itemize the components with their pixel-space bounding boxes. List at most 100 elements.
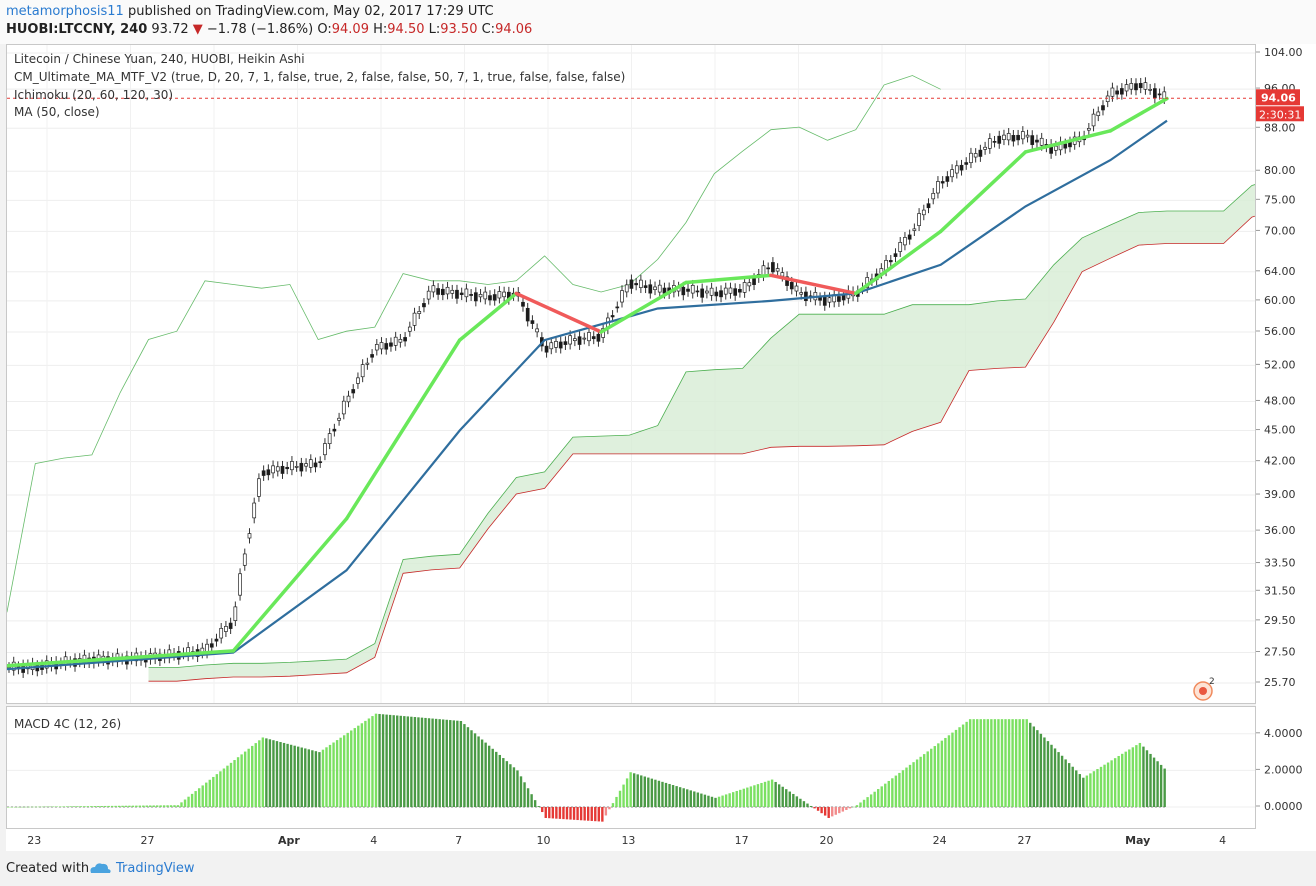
candle-body-230: [1091, 113, 1096, 127]
macd-bar-281: [997, 719, 1000, 807]
candle-body-87: [417, 311, 422, 314]
legend-study-ichimoku[interactable]: Ichimoku (20, 60, 120, 30): [14, 88, 174, 102]
price-tick-label-18: 27.50: [1264, 645, 1296, 658]
candle-body-61: [294, 466, 299, 468]
macd-bar-59: [212, 776, 215, 807]
candle-body-67: [323, 443, 327, 456]
candle-body-79: [379, 342, 384, 350]
macd-bar-218: [774, 781, 777, 807]
macd-bar-160: [569, 807, 572, 820]
macd-bar-27: [100, 805, 103, 807]
macd-bar-78: [279, 742, 282, 807]
candle-body-62: [299, 462, 304, 472]
macd-bar-55: [197, 788, 201, 807]
candle-body-207: [983, 146, 987, 150]
macd-bar-290: [1029, 722, 1032, 807]
macd-bar-325: [1152, 757, 1156, 807]
candle-body-240: [1138, 82, 1143, 89]
macd-bar-134: [477, 736, 480, 807]
macd-bar-68: [243, 751, 247, 807]
candle-body-76: [365, 362, 370, 365]
tradingview-cloud-icon[interactable]: [88, 859, 112, 881]
candle-body-150: [714, 291, 719, 297]
close-label: C:: [481, 22, 496, 37]
macd-bar-168: [597, 807, 601, 822]
ma-mtf-segment-10: [1023, 129, 1113, 154]
macd-bar-17: [65, 806, 69, 807]
candle-body-50: [242, 553, 247, 566]
macd-bar-142: [505, 761, 509, 807]
symbol-label[interactable]: HUOBI:LTCCNY, 240: [6, 22, 148, 37]
macd-bar-115: [410, 716, 413, 807]
macd-bar-171: [608, 807, 611, 810]
candle-body-86: [412, 312, 417, 326]
macd-bar-270: [958, 727, 961, 807]
price-pane[interactable]: [0, 44, 1309, 704]
tradingview-brand-link[interactable]: TradingView: [116, 861, 195, 876]
macd-bar-83: [297, 746, 300, 807]
candle-body-111: [530, 320, 535, 324]
candle-body-211: [1002, 134, 1006, 140]
macd-bar-60: [215, 774, 219, 807]
macd-bar-177: [629, 772, 632, 807]
candle-body-78: [374, 344, 379, 351]
macd-bar-197: [700, 793, 703, 807]
macd-bar-179: [636, 774, 639, 807]
macd-bar-279: [990, 719, 993, 807]
candle-body-200: [950, 169, 954, 178]
macd-bar-241: [855, 805, 859, 807]
candle-body-236: [1119, 88, 1124, 95]
macd-bar-159: [565, 807, 569, 820]
macd-pane[interactable]: [6, 706, 1256, 829]
macd-bar-327: [1159, 764, 1163, 807]
alert-icon-svg: [1193, 681, 1213, 701]
macd-bar-200: [710, 796, 714, 807]
time-tick-label-0: 23: [27, 834, 41, 847]
candle-body-45: [219, 627, 224, 639]
macd-bar-219: [777, 784, 781, 807]
macd-bar-172: [611, 803, 615, 807]
macd-bar-261: [926, 751, 929, 807]
macd-bar-307: [1089, 773, 1092, 807]
candle-body-55: [266, 469, 271, 476]
macd-bar-129: [459, 720, 463, 807]
time-axis[interactable]: 23 27 Apr 4 7 10 13 17 20 24 27 May 4: [6, 829, 1316, 851]
legend-study-ma-mtf[interactable]: CM_Ultimate_MA_MTF_V2 (true, D, 20, 7, 1…: [14, 70, 626, 84]
candle-body-212: [1006, 133, 1011, 141]
macd-bar-223: [792, 793, 795, 807]
macd-bar-182: [647, 777, 650, 807]
publish-line: metamorphosis11 published on TradingView…: [6, 4, 494, 19]
macd-bar-255: [905, 767, 908, 807]
macd-bar-44: [159, 805, 162, 807]
macd-bar-74: [265, 738, 268, 807]
candle-body-71: [341, 400, 346, 415]
macd-bar-291: [1032, 726, 1036, 807]
macd-bar-317: [1124, 751, 1127, 807]
ma-mtf-segment-8: [854, 229, 943, 296]
macd-legend[interactable]: MACD 4C (12, 26): [14, 717, 122, 731]
macd-bar-24: [90, 806, 93, 807]
price-axis[interactable]: 104.00 96.00 88.00 80.00 75.00 70.00 64.00 60.0…: [1256, 44, 1316, 829]
macd-bar-258: [915, 759, 919, 807]
legend-study-ma50[interactable]: MA (50, close): [14, 105, 100, 119]
macd-bar-39: [142, 805, 145, 807]
author-link[interactable]: metamorphosis11: [6, 4, 124, 19]
candle-body-114: [544, 345, 549, 353]
macd-bar-165: [587, 807, 590, 821]
macd-bar-23: [86, 806, 90, 807]
macd-bar-225: [799, 798, 802, 807]
candle-body-238: [1129, 83, 1134, 90]
macd-bar-180: [640, 775, 643, 807]
macd-bar-37: [135, 805, 138, 807]
candle-body-188: [893, 253, 898, 257]
macd-bar-103: [367, 718, 371, 807]
macd-bar-183: [650, 778, 654, 807]
alert-icon[interactable]: 2: [1192, 677, 1215, 702]
macd-bar-140: [498, 754, 501, 807]
candle-body-96: [459, 292, 464, 295]
candle-body-104: [497, 291, 502, 299]
macd-bar-221: [785, 789, 788, 807]
candle-body-83: [398, 338, 403, 343]
ma-mtf-segment-5: [599, 280, 688, 334]
macd-bar-80: [286, 743, 289, 807]
